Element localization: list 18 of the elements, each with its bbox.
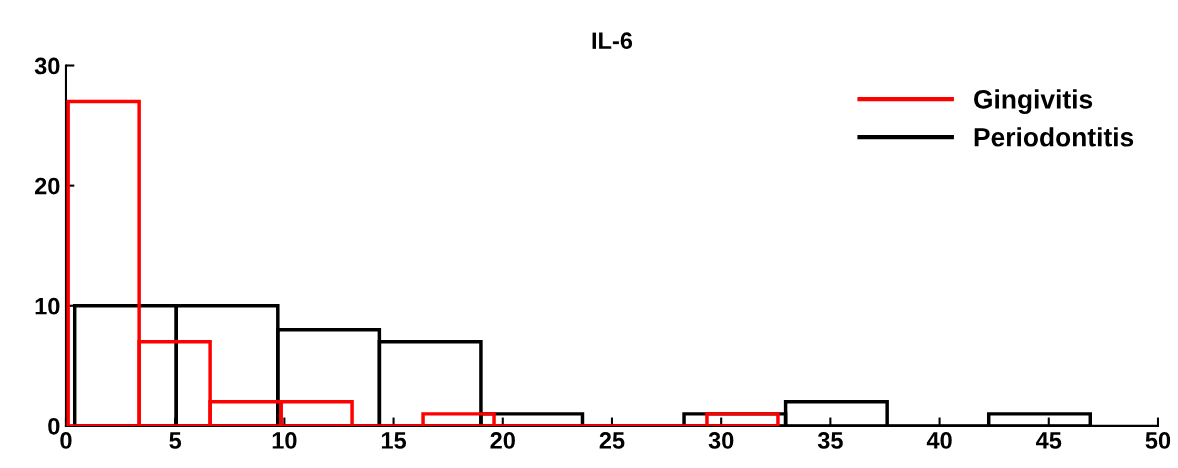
x-tick-label: 15	[381, 432, 407, 449]
x-tick-label: 45	[1036, 432, 1062, 449]
x-tick-label: 40	[926, 432, 952, 449]
x-tick-label: 5	[169, 432, 182, 449]
x-tick-label: 10	[272, 432, 297, 449]
chart-title: IL-6	[592, 32, 633, 50]
legend-label: Gingivitis	[974, 89, 1093, 114]
legend-label: Periodontitis	[974, 127, 1134, 147]
y-tick-label: 10	[35, 297, 60, 315]
y-tick-label: 0	[48, 417, 60, 435]
x-tick-label: 35	[817, 432, 843, 449]
x-tick-label: 20	[490, 432, 515, 449]
x-tick-label: 50	[1145, 432, 1171, 449]
y-tick-label: 30	[34, 57, 60, 75]
x-tick-label: 30	[708, 432, 734, 449]
x-tick-label: 0	[60, 432, 72, 449]
y-tick-label: 20	[34, 177, 60, 195]
x-tick-label: 25	[599, 432, 625, 449]
